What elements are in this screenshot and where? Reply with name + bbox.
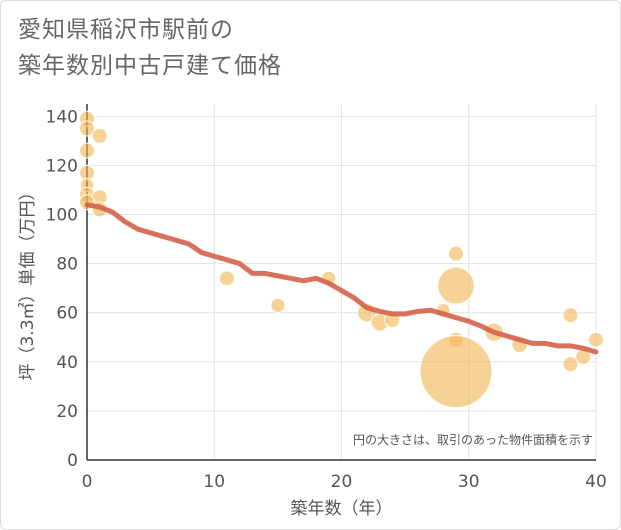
data-bubble [437,266,475,305]
data-bubble [79,120,95,137]
data-bubble [588,331,604,348]
size-note: 円の大きさは、取引のあった物件面積を示す [353,432,593,447]
tick-labels: 0 20 40 60 80 100 120 140 0 10 20 30 40 [46,107,607,492]
y-tick-label: 80 [56,255,78,275]
y-tick-label: 60 [56,304,78,324]
y-tick-label: 40 [56,353,78,373]
data-bubble [79,142,95,159]
y-tick-label: 100 [46,205,78,225]
data-bubble [91,127,108,144]
x-tick-label: 0 [82,472,93,492]
chart-title-line-1: 愛知県稲沢市駅前の [18,17,234,43]
y-tick-label: 0 [67,451,78,471]
data-bubble [562,307,579,324]
y-axis-label: 坪（3.3㎡）単価（万円） [18,183,38,380]
x-tick-label: 30 [458,472,480,492]
chart-title-line-2: 築年数別中古戸建て価格 [18,53,282,79]
x-tick-label: 20 [331,472,353,492]
data-bubble [448,245,465,262]
chart-title: 愛知県稲沢市駅前の 築年数別中古戸建て価格 [18,12,282,84]
y-tick-label: 20 [56,402,78,422]
y-tick-label: 140 [46,107,78,127]
trend-layer [84,202,599,355]
data-bubble [218,270,235,287]
data-bubble [419,335,493,409]
data-bubble [562,356,579,373]
x-axis-label: 築年数（年） [291,499,393,519]
y-tick-label: 120 [46,156,78,176]
axes [86,104,596,461]
x-tick-label: 40 [585,472,607,492]
data-bubble [270,297,286,313]
x-tick-label: 10 [203,472,225,492]
trend-line [84,202,599,355]
